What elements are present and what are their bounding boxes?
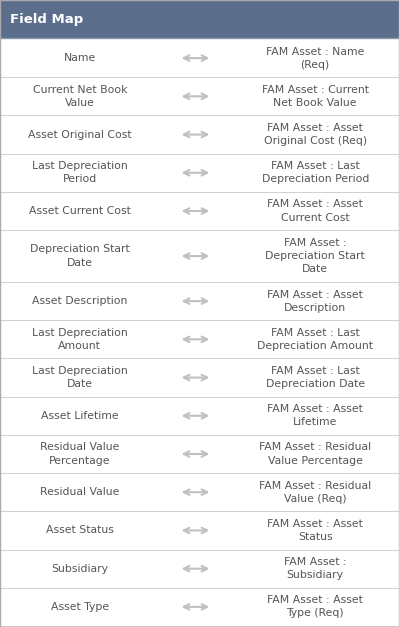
Text: FAM Asset :
Subsidiary: FAM Asset : Subsidiary xyxy=(284,557,346,580)
Bar xyxy=(0,192,399,230)
Text: Asset Description: Asset Description xyxy=(32,296,128,306)
Text: FAM Asset : Residual
Value Percentage: FAM Asset : Residual Value Percentage xyxy=(259,443,371,466)
Bar xyxy=(0,39,399,77)
Bar xyxy=(0,359,399,397)
Text: Last Depreciation
Date: Last Depreciation Date xyxy=(32,366,128,389)
Bar xyxy=(0,435,399,473)
Bar xyxy=(0,320,399,359)
Text: Residual Value
Percentage: Residual Value Percentage xyxy=(40,443,119,466)
Text: Depreciation Start
Date: Depreciation Start Date xyxy=(30,245,130,268)
Bar xyxy=(0,230,399,282)
Text: FAM Asset : Asset
Status: FAM Asset : Asset Status xyxy=(267,519,363,542)
Bar xyxy=(0,473,399,512)
Text: FAM Asset :
Depreciation Start
Date: FAM Asset : Depreciation Start Date xyxy=(265,238,365,274)
Text: FAM Asset : Last
Depreciation Period: FAM Asset : Last Depreciation Period xyxy=(261,161,369,184)
Text: Asset Lifetime: Asset Lifetime xyxy=(41,411,119,421)
Text: Asset Type: Asset Type xyxy=(51,602,109,612)
Text: Asset Original Cost: Asset Original Cost xyxy=(28,130,132,140)
Text: FAM Asset : Name
(Req): FAM Asset : Name (Req) xyxy=(266,46,364,70)
Text: Last Depreciation
Period: Last Depreciation Period xyxy=(32,161,128,184)
Text: FAM Asset : Residual
Value (Req): FAM Asset : Residual Value (Req) xyxy=(259,481,371,504)
Text: Field Map: Field Map xyxy=(10,13,83,26)
Text: FAM Asset : Asset
Current Cost: FAM Asset : Asset Current Cost xyxy=(267,199,363,223)
Text: FAM Asset : Asset
Description: FAM Asset : Asset Description xyxy=(267,290,363,313)
Bar xyxy=(0,77,399,115)
Text: Asset Status: Asset Status xyxy=(46,525,114,535)
Text: Subsidiary: Subsidiary xyxy=(51,564,108,574)
Bar xyxy=(0,397,399,435)
Bar xyxy=(0,154,399,192)
Text: Name: Name xyxy=(64,53,96,63)
Text: FAM Asset : Current
Net Book Value: FAM Asset : Current Net Book Value xyxy=(262,85,369,108)
Bar xyxy=(0,512,399,549)
Text: Last Depreciation
Amount: Last Depreciation Amount xyxy=(32,328,128,351)
Text: Asset Current Cost: Asset Current Cost xyxy=(29,206,131,216)
Bar xyxy=(0,115,399,154)
Bar xyxy=(0,587,399,626)
Bar xyxy=(0,549,399,587)
Text: Current Net Book
Value: Current Net Book Value xyxy=(33,85,127,108)
Text: FAM Asset : Last
Depreciation Date: FAM Asset : Last Depreciation Date xyxy=(266,366,365,389)
Bar xyxy=(0,0,399,38)
Text: FAM Asset : Asset
Type (Req): FAM Asset : Asset Type (Req) xyxy=(267,595,363,618)
Text: FAM Asset : Last
Depreciation Amount: FAM Asset : Last Depreciation Amount xyxy=(257,328,373,351)
Text: FAM Asset : Asset
Lifetime: FAM Asset : Asset Lifetime xyxy=(267,404,363,428)
Text: Residual Value: Residual Value xyxy=(40,487,119,497)
Text: FAM Asset : Asset
Original Cost (Req): FAM Asset : Asset Original Cost (Req) xyxy=(264,123,367,146)
Bar xyxy=(0,282,399,320)
